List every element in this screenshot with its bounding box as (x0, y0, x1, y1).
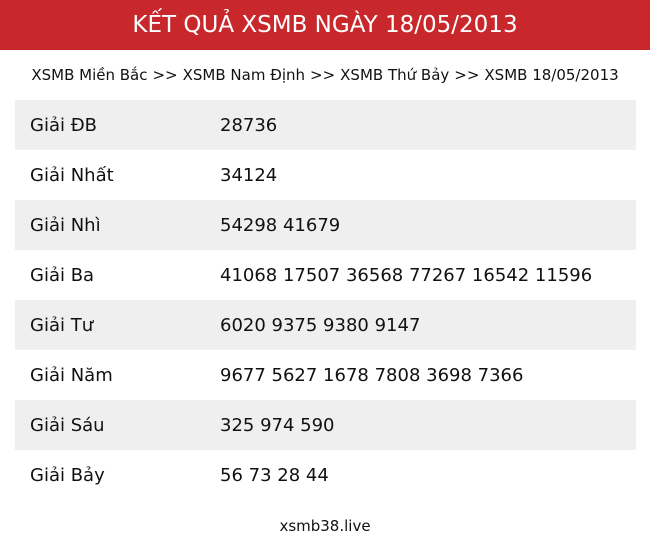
table-row: Giải ĐB 28736 (15, 100, 636, 150)
prize-numbers: 325 974 590 (220, 414, 335, 436)
table-row: Giải Năm 9677 5627 1678 7808 3698 7366 (15, 350, 636, 400)
page-title: KẾT QUẢ XSMB NGÀY 18/05/2013 (132, 12, 518, 38)
table-row: Giải Sáu 325 974 590 (15, 400, 636, 450)
prize-label: Giải Năm (30, 364, 113, 386)
prize-numbers: 34124 (220, 164, 278, 186)
breadcrumb-link[interactable]: XSMB Nam Định (182, 66, 306, 84)
breadcrumb: XSMB Miền Bắc >> XSMB Nam Định >> XSMB T… (0, 50, 650, 100)
breadcrumb-link[interactable]: XSMB Thứ Bảy (340, 66, 450, 84)
breadcrumb-separator: >> (152, 66, 178, 84)
prize-label: Giải Sáu (30, 414, 105, 436)
table-row: Giải Bảy 56 73 28 44 (15, 450, 636, 500)
prize-numbers: 41068 17507 36568 77267 16542 11596 (220, 264, 593, 286)
table-row: Giải Nhì 54298 41679 (15, 200, 636, 250)
results-table: Giải ĐB 28736 Giải Nhất 34124 Giải Nhì 5429… (15, 100, 636, 500)
breadcrumb-separator: >> (310, 66, 336, 84)
prize-label: Giải Nhì (30, 214, 101, 236)
table-row: Giải Tư 6020 9375 9380 9147 (15, 300, 636, 350)
breadcrumb-separator: >> (454, 66, 480, 84)
prize-label: Giải Bảy (30, 464, 105, 486)
prize-label: Giải Nhất (30, 164, 114, 186)
prize-numbers: 56 73 28 44 (220, 464, 329, 486)
breadcrumb-current[interactable]: XSMB 18/05/2013 (484, 66, 619, 84)
prize-label: Giải Ba (30, 264, 95, 286)
prize-numbers: 9677 5627 1678 7808 3698 7366 (220, 364, 524, 386)
prize-label: Giải Tư (30, 314, 94, 336)
breadcrumb-link[interactable]: XSMB Miền Bắc (31, 66, 148, 84)
footer-site: xsmb38.live (279, 517, 371, 535)
prize-numbers: 54298 41679 (220, 214, 341, 236)
prize-numbers: 28736 (220, 114, 278, 136)
prize-label: Giải ĐB (30, 114, 97, 136)
page-header: KẾT QUẢ XSMB NGÀY 18/05/2013 (0, 0, 650, 50)
prize-numbers: 6020 9375 9380 9147 (220, 314, 421, 336)
table-row: Giải Ba 41068 17507 36568 77267 16542 115… (15, 250, 636, 300)
table-row: Giải Nhất 34124 (15, 150, 636, 200)
